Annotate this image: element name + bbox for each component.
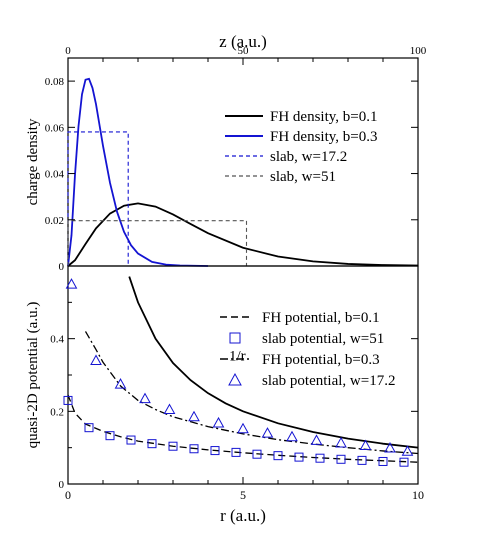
triangle-marker bbox=[139, 392, 151, 404]
triangle-marker bbox=[188, 410, 200, 422]
square-marker bbox=[399, 457, 409, 467]
potential-x-tick-label: 10 bbox=[412, 488, 424, 502]
potential-y-axis-label: quasi-2D potential (a.u.) bbox=[25, 302, 41, 449]
square-marker bbox=[378, 456, 388, 466]
square-marker bbox=[315, 453, 325, 463]
potential-y-tick-label: 0 bbox=[59, 479, 65, 491]
triangle-marker bbox=[310, 434, 323, 445]
potential-legend-label: slab potential, w=17.2 bbox=[262, 373, 395, 389]
triangle-marker bbox=[261, 427, 274, 438]
top-axis-tick-label: 0 bbox=[65, 45, 71, 57]
density-legend-label: slab, w=17.2 bbox=[270, 149, 347, 165]
triangle-marker bbox=[163, 403, 176, 415]
square-marker bbox=[210, 446, 220, 456]
inverse-r-annotation: 1/r bbox=[229, 348, 246, 364]
triangle-marker bbox=[335, 436, 347, 448]
density-series-slab-w-51 bbox=[67, 220, 248, 266]
square-marker bbox=[189, 444, 199, 454]
potential-legend-label: FH potential, b=0.1 bbox=[262, 310, 380, 326]
triangle-marker bbox=[286, 430, 298, 442]
potential-series-fh-potential-b-0-3 bbox=[84, 331, 419, 455]
triangle-marker bbox=[212, 416, 225, 428]
potential-series-slab-potential-w-17-2 bbox=[65, 278, 414, 456]
potential-legend-label: slab potential, w=51 bbox=[262, 331, 384, 347]
top-axis-ticks: 0 50 100 bbox=[65, 45, 427, 65]
density-y-tick-label: 0 bbox=[59, 261, 65, 273]
density-legend: FH density, b=0.1 FH density, b=0.3 slab, … bbox=[225, 109, 378, 185]
square-marker bbox=[336, 454, 346, 464]
square-marker bbox=[147, 439, 157, 449]
density-y-tick-label: 0.06 bbox=[45, 122, 65, 134]
triangle-marker bbox=[237, 422, 249, 434]
triangle-marker bbox=[401, 445, 414, 456]
density-series bbox=[67, 77, 419, 267]
potential-legend-label: FH potential, b=0.3 bbox=[262, 352, 380, 368]
potential-x-axis-label: r (a.u.) bbox=[220, 506, 266, 525]
square-marker bbox=[231, 447, 241, 457]
square-marker bbox=[357, 455, 367, 465]
potential-series-1-r bbox=[128, 276, 419, 449]
potential-series bbox=[63, 276, 419, 467]
density-series-slab-w-17-2 bbox=[67, 131, 129, 266]
density-plot-frame bbox=[67, 57, 419, 267]
potential-y-tick-label: 0.2 bbox=[50, 406, 64, 418]
potential-legend: FH potential, b=0.1 slab potential, w=51 F… bbox=[220, 310, 395, 389]
square-marker bbox=[126, 435, 136, 445]
triangle-marker bbox=[359, 439, 372, 450]
top-axis-tick-label: 100 bbox=[410, 45, 427, 57]
square-marker bbox=[63, 395, 73, 405]
density-y-axis-label: charge density bbox=[25, 118, 41, 205]
density-y-tick-label: 0.04 bbox=[45, 169, 65, 181]
potential-panel: 0 5 10 0 0.2 0.4 r (a.u.) quasi-2D potential… bbox=[25, 265, 424, 525]
density-series-fh-density-b-0-3 bbox=[67, 77, 209, 267]
potential-legend-swatch bbox=[228, 372, 242, 386]
density-legend-label: FH density, b=0.1 bbox=[270, 109, 378, 125]
potential-x-tick-label: 0 bbox=[65, 488, 71, 502]
potential-y-tick-label: 0.4 bbox=[50, 334, 64, 346]
triangle-marker bbox=[114, 378, 127, 389]
square-marker bbox=[252, 449, 262, 459]
top-axis-tick-label: 50 bbox=[238, 45, 250, 57]
square-marker bbox=[294, 452, 304, 462]
square-marker bbox=[273, 451, 283, 461]
potential-y-ticks: 0 0.2 0.4 bbox=[50, 301, 418, 491]
potential-series-fh-potential-b-0-1 bbox=[67, 394, 419, 463]
top-axis-label: z (a.u.) bbox=[219, 32, 267, 51]
density-series-fh-density-b-0-1 bbox=[67, 202, 419, 267]
square-marker bbox=[168, 441, 178, 451]
density-legend-label: FH density, b=0.3 bbox=[270, 129, 378, 145]
potential-x-ticks: 0 5 10 bbox=[65, 477, 424, 502]
potential-legend-swatch bbox=[229, 332, 241, 344]
square-marker bbox=[105, 431, 115, 441]
density-y-ticks: 0 0.02 0.04 0.06 0.08 bbox=[45, 76, 418, 273]
density-y-tick-label: 0.02 bbox=[45, 215, 64, 227]
potential-x-tick-label: 5 bbox=[240, 488, 246, 502]
triangle-marker bbox=[384, 442, 396, 453]
potential-series-slab-potential-w-51 bbox=[63, 395, 409, 467]
density-y-tick-label: 0.08 bbox=[45, 76, 65, 88]
triangle-marker bbox=[65, 278, 78, 289]
density-legend-label: slab, w=51 bbox=[270, 169, 336, 185]
triangle-marker bbox=[90, 354, 102, 365]
square-marker bbox=[84, 423, 94, 433]
density-panel: 0 50 100 0 0.02 0.04 0.06 0.08 z (a.u.) charge… bbox=[25, 32, 427, 273]
